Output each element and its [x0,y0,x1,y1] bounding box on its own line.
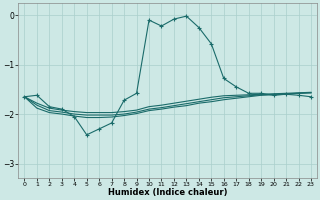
X-axis label: Humidex (Indice chaleur): Humidex (Indice chaleur) [108,188,228,197]
